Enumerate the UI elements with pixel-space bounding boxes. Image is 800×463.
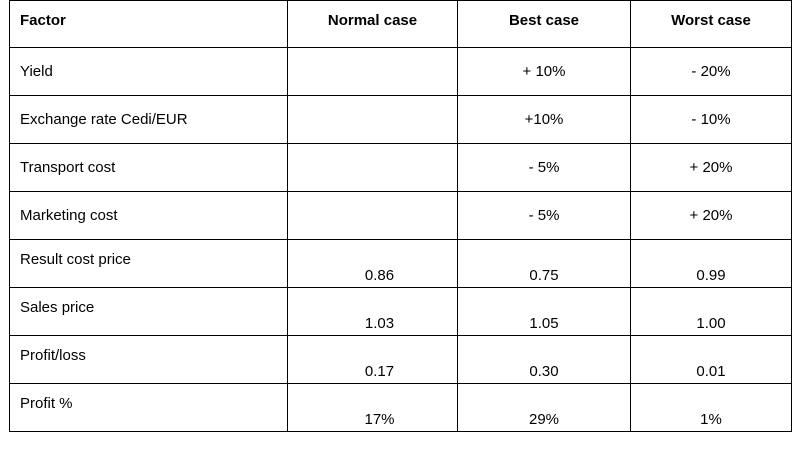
table-row: Result cost price 0.86 0.75 0.99 (9, 239, 792, 288)
best-case-cell: 1.05 (457, 287, 631, 336)
normal-case-cell (287, 95, 458, 144)
worst-case-cell: 0.01 (630, 335, 792, 384)
table-row: Exchange rate Cedi/EUR +10% - 10% (9, 95, 792, 144)
normal-case-cell (287, 191, 458, 240)
normal-case-cell: 0.17 (287, 335, 458, 384)
table-row: Profit/loss 0.17 0.30 0.01 (9, 335, 792, 384)
worst-case-cell: 0.99 (630, 239, 792, 288)
best-case-cell: 0.75 (457, 239, 631, 288)
best-case-cell: +10% (457, 95, 631, 144)
factor-cell: Profit/loss (9, 335, 288, 384)
header-worst-case: Worst case (630, 0, 792, 48)
scenario-table: Factor Normal case Best case Worst case … (9, 0, 792, 432)
worst-case-cell: 1.00 (630, 287, 792, 336)
normal-case-cell: 0.86 (287, 239, 458, 288)
header-row: Factor Normal case Best case Worst case (9, 0, 792, 48)
worst-case-cell: - 20% (630, 47, 792, 96)
factor-cell: Yield (9, 47, 288, 96)
table-row: Yield + 10% - 20% (9, 47, 792, 96)
best-case-cell: 29% (457, 383, 631, 432)
factor-cell: Marketing cost (9, 191, 288, 240)
normal-case-cell: 17% (287, 383, 458, 432)
normal-case-cell (287, 47, 458, 96)
best-case-cell: - 5% (457, 191, 631, 240)
best-case-cell: + 10% (457, 47, 631, 96)
worst-case-cell: 1% (630, 383, 792, 432)
table-row: Sales price 1.03 1.05 1.00 (9, 287, 792, 336)
header-best-case: Best case (457, 0, 631, 48)
table-row: Transport cost - 5% + 20% (9, 143, 792, 192)
factor-cell: Exchange rate Cedi/EUR (9, 95, 288, 144)
factor-cell: Sales price (9, 287, 288, 336)
table-row: Profit % 17% 29% 1% (9, 383, 792, 432)
best-case-cell: - 5% (457, 143, 631, 192)
factor-cell: Profit % (9, 383, 288, 432)
table-row: Marketing cost - 5% + 20% (9, 191, 792, 240)
normal-case-cell (287, 143, 458, 192)
header-factor: Factor (9, 0, 288, 48)
factor-cell: Result cost price (9, 239, 288, 288)
header-normal-case: Normal case (287, 0, 458, 48)
worst-case-cell: + 20% (630, 191, 792, 240)
worst-case-cell: - 10% (630, 95, 792, 144)
worst-case-cell: + 20% (630, 143, 792, 192)
best-case-cell: 0.30 (457, 335, 631, 384)
factor-cell: Transport cost (9, 143, 288, 192)
normal-case-cell: 1.03 (287, 287, 458, 336)
